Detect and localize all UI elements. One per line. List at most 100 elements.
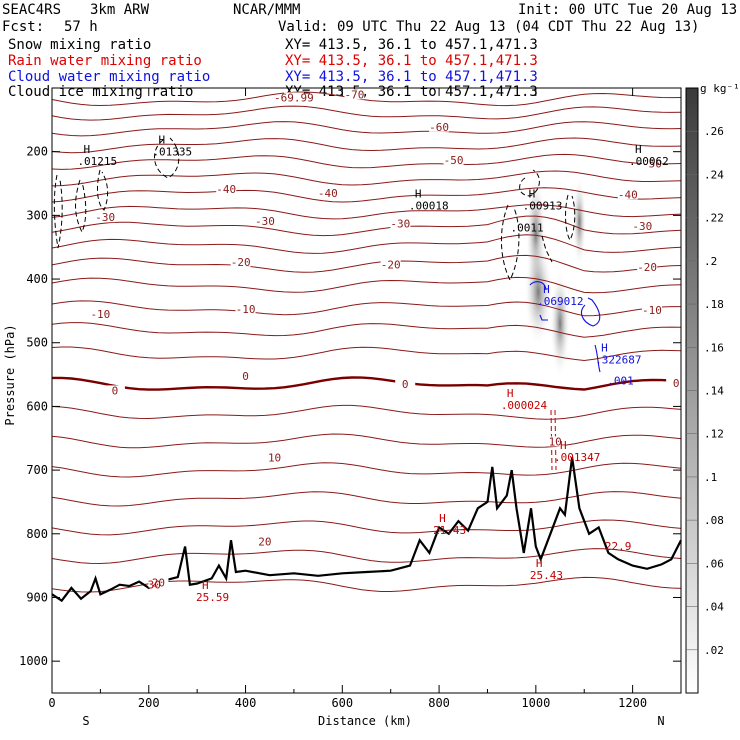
max-value-label: .01335 [152,145,192,158]
temperature-contour [51,234,682,254]
colorbar-tick-label: .2 [704,255,717,268]
x-tick-label: 0 [48,696,55,710]
max-marker-h: H [635,143,642,156]
temperature-contour-label: -50 [444,154,464,167]
header-fcst-label: Fcst: [2,19,45,35]
contour-label-bg [254,216,275,227]
max-value-label: 25.59 [196,591,229,604]
temperature-contour-label: 10 [549,435,562,448]
temperature-contour [51,204,682,220]
contour-label-bg [264,452,285,463]
terrain-layer [51,457,682,603]
max-value-label: .001347 [554,451,600,464]
temperature-contour [51,187,682,203]
contour-label-bg [545,436,566,447]
temperature-contour-label: -20 [381,258,401,271]
contour-label-bg [443,154,464,165]
temperature-contour [51,433,682,449]
contour-label-bg [254,536,275,547]
temperature-contour-label: 20 [152,577,165,590]
field-rain-xy: XY= 413.5, 36.1 to 457.1,471.3 [285,53,538,69]
contour-label-bg [148,577,169,588]
temperature-contour-label: -30 [632,220,652,233]
field-snow-xy: XY= 413.5, 36.1 to 457.1,471.3 [285,37,538,53]
mixing-ratio-shade [550,268,571,379]
contour-label-bg [235,370,256,381]
max-marker-h: H [202,579,209,592]
temperature-contour [51,300,681,317]
colorbar-tick-label: .02 [704,644,724,657]
x-end-label-right: N [657,714,664,728]
temperature-contour-label: -30 [95,211,115,224]
contour-label-bg [632,221,653,232]
y-tick-label: 600 [26,399,48,413]
max-value-label: .322687 [595,354,641,367]
max-marker-h: H [601,342,608,355]
max-value-label: .001 [607,375,634,388]
y-tick-label: 400 [26,272,48,286]
max-value-label: 25.43 [530,569,563,582]
contour-label-bg [666,377,687,388]
field-snow-name: Snow mixing ratio [8,37,152,53]
mixing-ratio-shade [572,176,587,267]
contour-label-bg [216,184,237,195]
contour-labels: -69.99 -70 -60 -50 -50 -40 -40 -40 -30 -30 -30 -30 -… [77,88,687,604]
contour-label-bg [95,212,116,223]
temperature-contour [51,91,682,107]
field-cloudwater-name: Cloud water mixing ratio [8,69,211,85]
header-init: Init: 00 UTC Tue 20 Aug 13 [518,2,738,18]
header-model: 3km ARW [90,2,150,18]
header-org: NCAR/MMM [233,2,301,18]
header-project: SEAC4RS [2,2,62,18]
temperature-contour-label: 0 [242,370,249,383]
y-tick-label: 500 [26,336,48,350]
colorbar-tick-label: .1 [704,471,717,484]
temperature-contour-label: 10 [268,451,281,464]
max-value-label: 22.9 [605,540,632,553]
max-value-label: .00062 [629,155,669,168]
temperature-contour-label: -70 [344,88,364,101]
x-end-label-left: S [82,714,89,728]
terrain-line [51,457,682,603]
temperature-contour-label: -40 [618,188,638,201]
dashed-contour [554,409,557,471]
contour-label-bg [641,158,662,169]
contour-label-bg [390,218,411,229]
temperature-contour-label: -20 [231,256,251,269]
colorbar-tick-label: .06 [704,557,724,570]
temperature-contour-label: -30 [255,215,275,228]
temperature-contour [51,491,682,507]
temperature-contour [51,576,682,593]
temperature-contour-label: -69.99 [274,91,314,104]
colorbar-tick-label: .08 [704,514,724,527]
contour-label-bg [317,187,338,198]
max-value-label: .00018 [409,199,449,212]
temperature-contour [51,322,682,338]
max-value-label: .00913 [523,199,563,212]
y-tick-label: 700 [26,463,48,477]
temperature-contour [51,215,682,237]
max-marker-h: H [83,143,90,156]
cloud-ice-contours [53,137,601,471]
y-tick-label: 1000 [19,654,48,668]
x-tick-label: 800 [428,696,450,710]
max-value-label: .069012 [537,295,583,308]
temperature-contour-label: -40 [318,187,338,200]
max-marker-h: H [529,187,536,200]
x-axis-title: Distance (km) [318,714,412,728]
max-marker-h: H [507,387,514,400]
max-value-label: 30 [148,578,161,591]
max-marker-h: H [536,557,543,570]
temperature-contour-label: 20 [258,535,271,548]
contour-label-bg [104,385,125,396]
max-value-label: .000024 [501,399,548,412]
colorbar-tick-label: .14 [704,385,724,398]
max-value-label: .01215 [77,155,117,168]
cloud-water-contour [529,281,601,373]
temperature-contour [51,105,682,121]
colorbar-tick-label: .12 [704,428,724,441]
temperature-contour [51,153,682,170]
axes: 0 200 400 600 800 1000 12002003004005006007008… [19,88,682,710]
dashed-contour [53,174,63,249]
